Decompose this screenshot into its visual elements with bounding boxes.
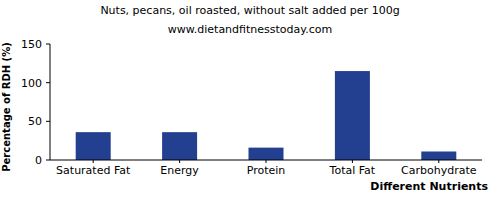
x-tick-label: Carbohydrate	[401, 164, 477, 177]
x-tick	[352, 160, 353, 163]
bars	[76, 71, 457, 160]
chart-container: Nuts, pecans, oil roasted, without salt …	[0, 0, 500, 200]
chart-svg: Nuts, pecans, oil roasted, without salt …	[0, 0, 500, 200]
y-tick	[46, 160, 50, 161]
x-axis-label: Different Nutrients	[370, 180, 488, 193]
y-axis	[50, 44, 51, 160]
y-axis-label: Percentage of RDH (%)	[1, 42, 12, 172]
y-tick	[46, 82, 50, 83]
y-tick-label: 50	[28, 115, 42, 128]
bar	[162, 132, 197, 160]
y-tick	[46, 121, 50, 122]
x-tick-label: Saturated Fat	[56, 164, 131, 177]
x-tick-label: Total Fat	[329, 164, 376, 177]
subtitle: www.dietandfitnesstoday.com	[168, 23, 332, 36]
y-tick-label: 100	[21, 77, 42, 90]
x-tick	[266, 160, 267, 163]
x-tick	[93, 160, 94, 163]
x-tick	[179, 160, 180, 163]
x-tick	[438, 160, 439, 163]
x-tick-label: Protein	[247, 164, 286, 177]
bar	[76, 132, 111, 160]
y-tick-label: 0	[35, 154, 42, 167]
y-tick	[46, 44, 50, 45]
x-tick-label: Energy	[160, 164, 199, 177]
title: Nuts, pecans, oil roasted, without salt …	[100, 4, 399, 17]
bar	[421, 151, 456, 160]
y-tick-label: 150	[21, 38, 42, 51]
bar	[249, 148, 284, 160]
bar	[335, 71, 370, 160]
